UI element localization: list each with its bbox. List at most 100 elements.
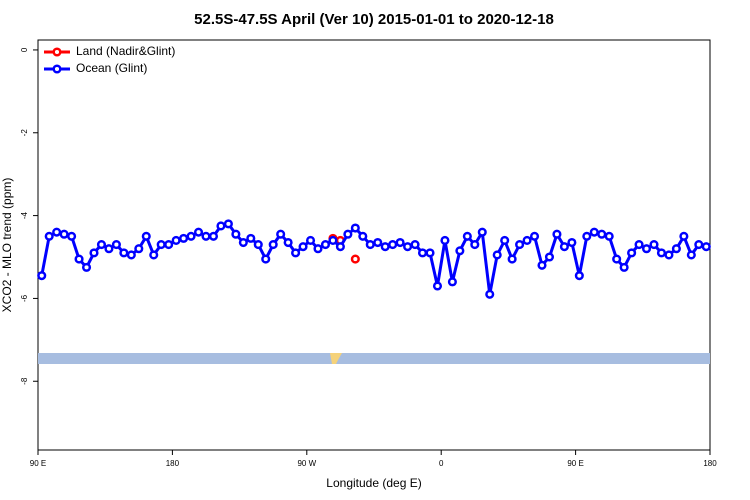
point <box>455 246 465 256</box>
point <box>52 227 62 237</box>
point <box>343 229 353 239</box>
x-tick-label: 0 <box>439 459 444 468</box>
point <box>604 231 614 241</box>
point <box>74 254 84 264</box>
x-tick-label: 180 <box>703 459 717 468</box>
legend-label: Land (Nadir&Glint) <box>76 44 175 58</box>
point <box>470 240 480 250</box>
point <box>223 219 233 229</box>
land-strip <box>330 353 342 364</box>
point <box>679 231 689 241</box>
point <box>664 250 674 260</box>
point <box>589 227 599 237</box>
x-tick-label: 90 E <box>567 459 583 468</box>
point <box>37 271 47 281</box>
point <box>462 231 472 241</box>
x-tick-label: 90 E <box>30 459 46 468</box>
point <box>253 240 263 250</box>
point <box>477 227 487 237</box>
point <box>67 231 77 241</box>
legend-marker <box>52 47 62 57</box>
point <box>358 231 368 241</box>
legend: Land (Nadir&Glint) Ocean (Glint) <box>44 44 175 75</box>
point <box>552 229 562 239</box>
point <box>186 231 196 241</box>
point <box>89 248 99 258</box>
point <box>627 248 637 258</box>
point <box>246 233 256 243</box>
point <box>432 281 443 291</box>
point <box>649 240 659 250</box>
point <box>179 233 189 243</box>
point <box>701 242 711 252</box>
point <box>276 229 286 239</box>
point <box>425 248 435 258</box>
y-tick-label: -2 <box>20 129 29 137</box>
point <box>231 229 241 239</box>
point <box>44 231 54 241</box>
point <box>305 235 316 245</box>
point <box>119 248 129 258</box>
point <box>410 240 420 250</box>
point <box>403 242 413 252</box>
point <box>238 237 248 248</box>
point <box>291 248 301 258</box>
point <box>350 223 360 233</box>
point <box>283 237 293 248</box>
point <box>111 240 121 250</box>
x-axis-label: Longitude (deg E) <box>326 476 421 490</box>
x-tick-label: 180 <box>166 459 180 468</box>
point <box>261 254 271 264</box>
point <box>350 254 360 264</box>
point <box>619 262 629 272</box>
x-tick-label: 90 W <box>297 459 316 468</box>
point <box>634 240 644 250</box>
point <box>395 237 405 248</box>
point <box>164 240 174 250</box>
point <box>141 231 151 241</box>
legend-label: Ocean (Glint) <box>76 61 147 75</box>
point <box>156 240 166 250</box>
point <box>522 235 532 245</box>
point <box>574 271 584 281</box>
point <box>544 252 555 262</box>
point <box>328 235 338 245</box>
point <box>559 242 569 252</box>
point <box>201 231 211 241</box>
point <box>149 250 159 260</box>
point <box>193 227 204 237</box>
point <box>171 235 181 245</box>
point <box>365 240 375 250</box>
point <box>507 254 517 264</box>
point <box>81 262 92 272</box>
point <box>440 235 450 245</box>
point <box>104 244 114 254</box>
point <box>298 242 308 252</box>
point <box>515 240 525 250</box>
y-tick-label: -6 <box>20 294 29 302</box>
y-tick-label: -8 <box>20 377 29 385</box>
point <box>373 237 383 248</box>
point <box>216 221 226 231</box>
point <box>380 242 390 252</box>
point <box>96 240 107 250</box>
legend-marker <box>52 64 62 74</box>
point <box>582 231 592 241</box>
chart-title: 52.5S-47.5S April (Ver 10) 2015-01-01 to… <box>194 11 554 28</box>
map-strip <box>38 353 710 364</box>
point <box>335 242 345 252</box>
point <box>567 237 577 248</box>
y-tick-label: 0 <box>20 47 29 52</box>
point <box>208 231 219 241</box>
point <box>134 244 144 254</box>
point <box>126 250 136 260</box>
point <box>388 240 398 250</box>
point <box>320 240 331 250</box>
point <box>447 277 457 287</box>
point <box>686 250 696 260</box>
point <box>529 231 540 241</box>
point <box>313 244 323 254</box>
y-tick-label: -4 <box>20 211 29 219</box>
point <box>492 250 502 260</box>
